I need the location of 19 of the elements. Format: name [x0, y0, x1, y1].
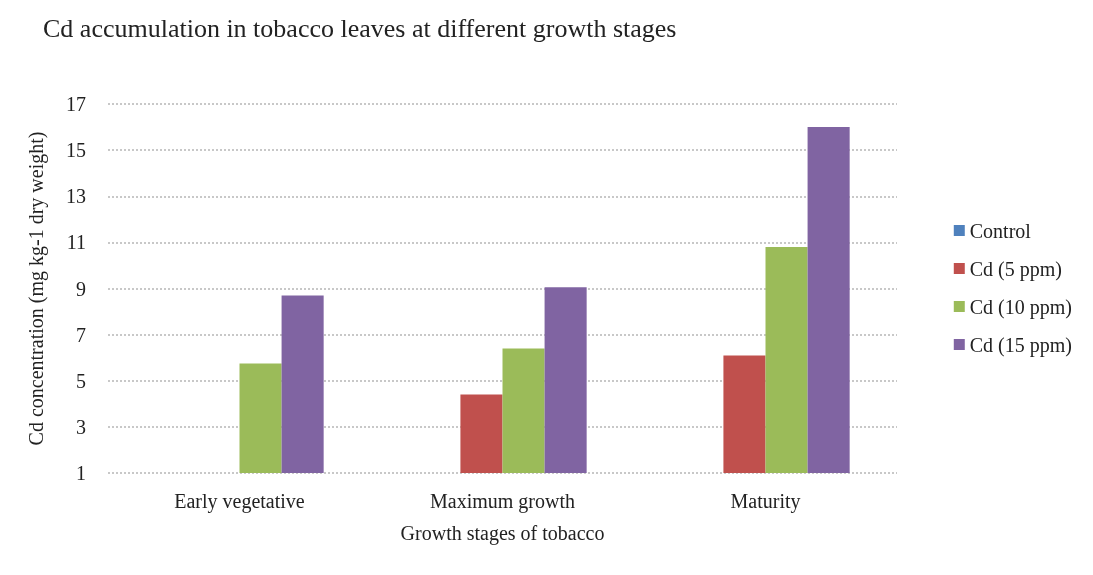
y-tick-label: 1 [76, 462, 86, 484]
x-tick-label: Maximum growth [430, 490, 575, 513]
y-tick-label: 17 [66, 93, 86, 115]
legend-label: Control [969, 219, 1032, 242]
y-tick-label: 5 [76, 369, 86, 392]
y-tick-label: 3 [76, 415, 86, 438]
x-tick-label: Early vegetative [174, 490, 305, 513]
y-tick-label: 11 [66, 231, 86, 254]
y-tick-label: 15 [66, 139, 86, 162]
x-axis-title: Growth stages of tobacco [400, 522, 605, 545]
legend-label: Cd (15 ppm) [969, 333, 1072, 357]
legend-label: Cd (5 ppm) [969, 257, 1062, 281]
y-tick-label: 9 [76, 277, 86, 300]
y-tick-label: 13 [66, 185, 86, 208]
legend-label: Cd (10 ppm) [969, 295, 1072, 319]
chart-title: Cd accumulation in tobacco leaves at different growth stages [43, 13, 677, 43]
x-tick-label: Maturity [730, 490, 801, 513]
y-tick-label: 7 [76, 323, 86, 346]
y-axis-title: Cd concentration (mg kg-1 dry weight) [25, 131, 48, 446]
